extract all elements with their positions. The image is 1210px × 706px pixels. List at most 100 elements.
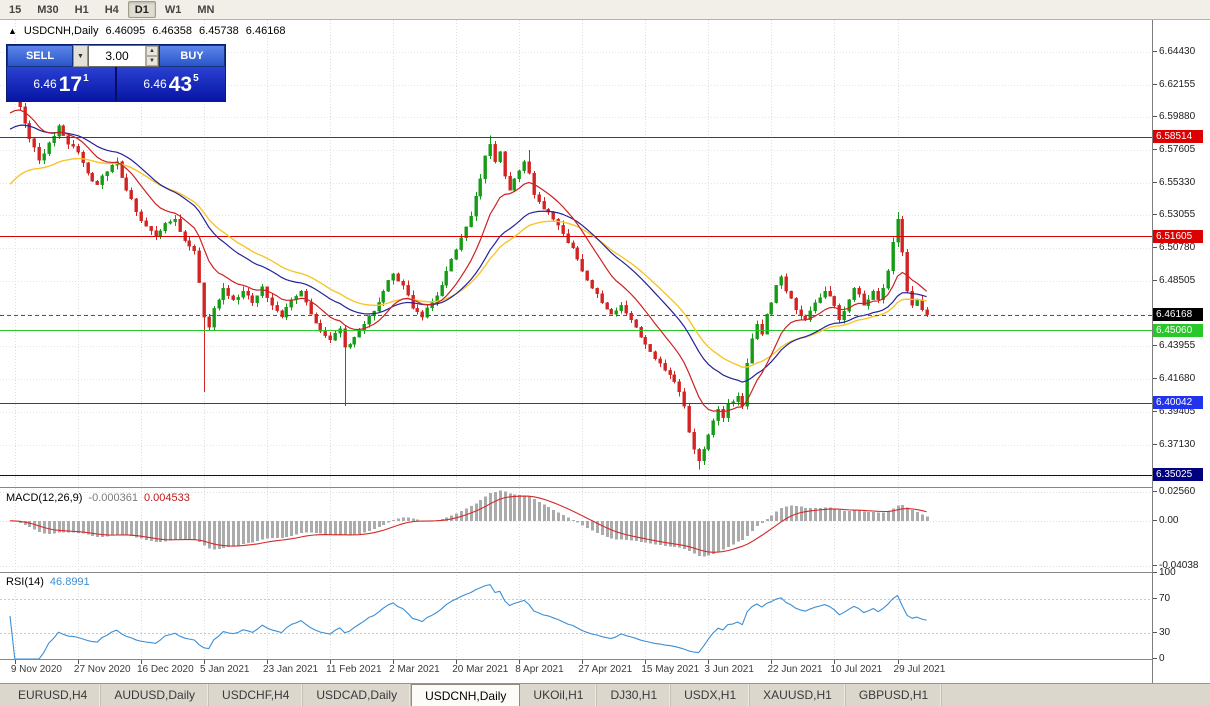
- macd-value-signal: 0.004533: [143, 492, 190, 504]
- rsi-title: RSI(14): [6, 576, 44, 588]
- date-label: 22 Jun 2021: [767, 664, 823, 675]
- date-label: 27 Apr 2021: [578, 664, 633, 675]
- timeframe-button-mn[interactable]: MN: [190, 1, 221, 18]
- date-label: 10 Jul 2021: [830, 664, 883, 675]
- timeframe-toolbar: 15 M30 H1 H4 D1 W1 MN: [0, 0, 1210, 20]
- rsi-tick-label: 0: [1153, 653, 1165, 664]
- volume-spinner: ▲ ▼: [145, 46, 158, 66]
- volume-input[interactable]: [89, 46, 145, 66]
- date-label: 3 Jun 2021: [704, 664, 754, 675]
- sell-price-prefix: 6.46: [33, 77, 57, 91]
- rsi-tick-label: 100: [1153, 567, 1176, 578]
- macd-value-main: -0.000361: [88, 492, 138, 504]
- quote-close: 6.46168: [245, 25, 286, 37]
- buy-price-prefix: 6.46: [143, 77, 167, 91]
- horizontal-level-lines[interactable]: [0, 137, 1152, 476]
- chart-tab-usdchf-h4[interactable]: USDCHF,H4: [209, 684, 304, 706]
- price-tick-label: 6.41680: [1152, 373, 1196, 385]
- timeframe-button-m30[interactable]: M30: [30, 1, 65, 18]
- chart-tab-eurusd-h4[interactable]: EURUSD,H4: [5, 684, 102, 706]
- current-price-badge: 6.46168: [1153, 308, 1203, 322]
- chart-tab-usdcad-daily[interactable]: USDCAD,Daily: [303, 684, 412, 706]
- macd-title: MACD(12,26,9): [6, 492, 83, 504]
- price-tick-label: 6.64430: [1152, 45, 1196, 57]
- date-axis[interactable]: 9 Nov 2020 27 Nov 2020 16 Dec 2020 5 Jan 20…: [0, 660, 1152, 683]
- date-label: 11 Feb 2021: [326, 664, 382, 675]
- chart-window: ▲ USDCNH,Daily 6.46095 6.46358 6.45738 6…: [0, 20, 1210, 683]
- price-tick-label: 6.37130: [1152, 438, 1196, 450]
- buy-price-pips: 43: [168, 72, 193, 96]
- chart-tab-bar: EURUSD,H4 AUDUSD,Daily USDCHF,H4 USDCAD,Dai…: [0, 683, 1210, 706]
- volume-down-button[interactable]: ▼: [146, 56, 158, 66]
- chart-tab-usdx-h1[interactable]: USDX,H1: [671, 684, 751, 706]
- grid-layer: [0, 20, 1152, 664]
- macd-tick-label: 0.00: [1152, 514, 1179, 526]
- timeframe-button-w1[interactable]: W1: [158, 1, 189, 18]
- date-label: 15 May 2021: [641, 664, 700, 675]
- date-label: 8 Apr 2021: [515, 664, 564, 675]
- date-label: 16 Dec 2020: [136, 664, 194, 675]
- candles-layer: [8, 68, 929, 470]
- volume-up-button[interactable]: ▲: [146, 46, 158, 56]
- symbol-period-label: USDCNH,Daily: [23, 25, 99, 37]
- price-tick-label: 6.55330: [1152, 176, 1196, 188]
- chart-canvas[interactable]: [0, 20, 1152, 683]
- level-price-badge: 6.35025: [1153, 468, 1203, 482]
- rsi-pane-label: RSI(14) 46.8991: [6, 576, 90, 588]
- price-tick-label: 6.39405: [1152, 405, 1196, 417]
- chart-tab-ukoil-h1[interactable]: UKOil,H1: [520, 684, 598, 706]
- price-tick-label: 6.53055: [1152, 209, 1196, 221]
- buy-button[interactable]: BUY: [159, 45, 225, 67]
- sell-price: 6.46 17 1: [7, 67, 117, 101]
- timeframe-button-h4[interactable]: H4: [98, 1, 126, 18]
- macd-histogram: [14, 490, 929, 557]
- chart-tab-gbpusd-h1[interactable]: GBPUSD,H1: [846, 684, 943, 706]
- date-label: 9 Nov 2020: [10, 664, 62, 675]
- buy-price: 6.46 43 5: [117, 67, 225, 101]
- chevron-down-icon: ▼: [77, 52, 84, 60]
- buy-price-point: 5: [193, 72, 199, 84]
- chart-tab-audusd-daily[interactable]: AUDUSD,Daily: [101, 684, 210, 706]
- chart-tab-dj30-h1[interactable]: DJ30,H1: [597, 684, 672, 706]
- price-tick-label: 6.50780: [1152, 242, 1196, 254]
- timeframe-button-h1[interactable]: H1: [68, 1, 96, 18]
- level-price-badge: 6.45060: [1153, 323, 1203, 337]
- sell-price-pips: 17: [58, 72, 83, 96]
- quote-low: 6.45738: [199, 25, 239, 37]
- sell-button[interactable]: SELL: [7, 45, 73, 67]
- price-tick-label: 6.62155: [1152, 78, 1196, 90]
- level-price-badge: 6.58514: [1153, 130, 1203, 144]
- price-tick-label: 6.48505: [1152, 274, 1196, 286]
- macd-signal-line: [9, 495, 927, 553]
- timeframe-button-d1[interactable]: D1: [127, 1, 156, 18]
- macd-tick-label: 0.02560: [1152, 486, 1196, 498]
- sell-price-point: 1: [83, 72, 89, 84]
- rsi-value: 46.8991: [49, 576, 90, 588]
- chart-tab-usdcnh-daily[interactable]: USDCNH,Daily: [411, 684, 521, 706]
- pane-separators[interactable]: [0, 487, 1152, 660]
- macd-pane-label: MACD(12,26,9) -0.000361 0.004533: [6, 492, 190, 504]
- one-click-toggle-icon[interactable]: ▲: [8, 26, 17, 36]
- moving-average-lines: [9, 109, 927, 413]
- level-price-badge: 6.51605: [1153, 229, 1203, 243]
- volume-box: ▲ ▼: [88, 45, 159, 67]
- date-label: 5 Jan 2021: [200, 664, 250, 675]
- date-label: 29 Jul 2021: [893, 664, 946, 675]
- date-label: 20 Mar 2021: [452, 664, 509, 675]
- date-label: 2 Mar 2021: [389, 664, 440, 675]
- price-axis[interactable]: 6.64430 6.62155 6.59880 6.57605 6.55330 6.530…: [1152, 20, 1210, 683]
- price-tick-label: 6.59880: [1152, 111, 1196, 123]
- date-label: 27 Nov 2020: [73, 664, 131, 675]
- quote-line: ▲ USDCNH,Daily 6.46095 6.46358 6.45738 6…: [8, 25, 286, 37]
- rsi-tick-label: 70: [1152, 592, 1171, 604]
- price-tick-label: 6.43955: [1152, 340, 1196, 352]
- quote-high: 6.46358: [152, 25, 193, 37]
- rsi-line: [9, 584, 927, 659]
- timeframe-button-15[interactable]: 15: [2, 1, 28, 18]
- date-label: 23 Jan 2021: [263, 664, 319, 675]
- rsi-tick-label: 30: [1152, 627, 1171, 639]
- chart-tab-xauusd-h1[interactable]: XAUUSD,H1: [750, 684, 846, 706]
- lot-dropdown-button[interactable]: ▼: [73, 45, 88, 67]
